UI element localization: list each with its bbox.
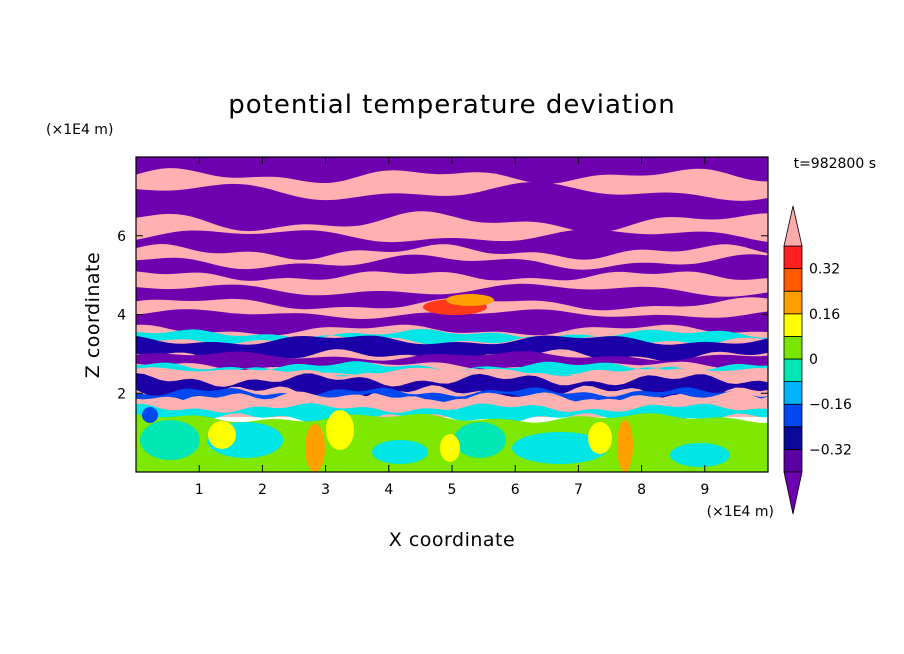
x-tick-label: 1 — [195, 482, 204, 498]
navy-layer — [136, 335, 768, 363]
x-tick-label: 4 — [384, 482, 393, 498]
colorbar-tick-label: −0.32 — [809, 442, 852, 458]
x-axis-unit: (×1E4 m) — [707, 504, 774, 520]
yellow-blob — [588, 422, 612, 454]
x-axis-label: X coordinate — [389, 529, 515, 551]
colorbar-bin — [783, 448, 803, 473]
purple-layer — [136, 229, 768, 260]
colorbar-bin — [783, 381, 803, 405]
x-tick-label: 6 — [511, 482, 520, 498]
purple-layer — [136, 309, 768, 336]
x-tick-label: 8 — [637, 482, 646, 498]
colorbar-bin — [783, 426, 803, 450]
chart-title: potential temperature deviation — [228, 90, 675, 120]
y-axis: 2 4 6 — [117, 229, 768, 402]
orange-plume — [617, 420, 633, 472]
colorbar-bin — [783, 245, 803, 270]
y-tick-label: 2 — [117, 386, 126, 402]
x-tick-label: 3 — [321, 482, 330, 498]
yellow-blob — [208, 421, 236, 449]
teal-blob — [140, 420, 200, 460]
teal-blob — [454, 422, 506, 458]
orange-plume — [305, 424, 325, 472]
colorbar-bin — [783, 290, 803, 315]
colorbar-bin — [783, 313, 803, 337]
y-tick-label: 4 — [117, 308, 126, 324]
colorbar-tick-label: 0 — [809, 352, 818, 368]
colorbar-tick-label: 0.16 — [809, 307, 840, 323]
x-tick-label: 5 — [448, 482, 457, 498]
colorbar-tick-label: −0.16 — [809, 397, 852, 413]
purple-layer — [136, 254, 768, 281]
colorbar-over-arrow — [783, 205, 803, 247]
yellow-blob — [326, 410, 354, 450]
colorbar-bin — [783, 358, 803, 383]
y-axis-label: Z coordinate — [82, 252, 104, 378]
purple-layer — [136, 182, 768, 233]
x-tick-label: 9 — [700, 482, 709, 498]
colorbar-bin — [783, 268, 803, 292]
cyan-layer — [136, 361, 768, 377]
cyan-blob — [512, 432, 608, 464]
blue-patch — [142, 407, 158, 423]
yellow-blob — [440, 434, 460, 462]
y-axis-unit: (×1E4 m) — [46, 122, 113, 138]
navy-layer — [136, 373, 768, 399]
colorbar-bin — [783, 403, 803, 428]
cyan-blob — [670, 443, 730, 467]
colorbar-tick-label: 0.32 — [809, 262, 840, 278]
pink-layer — [136, 367, 768, 385]
colorbar-bin — [783, 335, 803, 360]
pink-layer — [136, 391, 768, 415]
orange-patch — [446, 294, 494, 306]
cyan-blob — [372, 440, 428, 464]
contour-field — [136, 157, 768, 472]
colorbar: 0.32 0.16 0 −0.16 −0.32 — [783, 205, 852, 515]
x-axis: 1 2 3 4 5 6 7 8 9 — [195, 157, 709, 498]
colorbar-under-arrow — [783, 471, 803, 515]
x-tick-label: 2 — [258, 482, 267, 498]
time-label: t=982800 s — [794, 156, 876, 172]
x-tick-label: 7 — [574, 482, 583, 498]
purple-layer — [136, 157, 768, 184]
y-tick-label: 6 — [117, 229, 126, 245]
